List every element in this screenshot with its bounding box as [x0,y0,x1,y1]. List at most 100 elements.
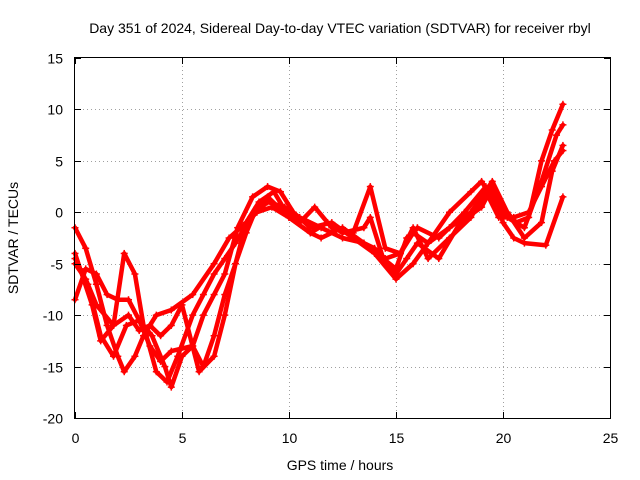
data-point-marker [520,234,528,242]
plot-frame [74,57,611,419]
x-tick-label: 25 [603,430,619,446]
data-point-marker [495,198,503,206]
data-point-marker [234,224,242,232]
data-point-marker [396,249,404,257]
series-line-sat-track-e [72,148,566,385]
data-point-marker [392,265,400,273]
data-point-marker [221,255,229,263]
chart-title: Day 351 of 2024, Sidereal Day-to-day VTE… [89,20,591,36]
data-point-marker [409,260,417,268]
y-tick-label: 15 [47,51,63,67]
axis-ticks: 0 5 10 15 20 25 15 10 5 0 -5 -10 -15 -20 [43,51,619,447]
data-point-marker [538,219,546,227]
data-point-marker [548,126,556,134]
data-point-marker [232,260,239,268]
data-point-marker [264,198,272,206]
data-point-marker [97,337,105,345]
data-point-marker [167,306,175,314]
data-point-marker [103,321,111,329]
data-point-marker [122,321,130,329]
data-point-marker [446,234,453,242]
data-point-marker [110,352,118,360]
data-point-marker [82,244,90,252]
data-point-marker [499,219,507,227]
data-point-marker [446,208,453,216]
data-point-marker [311,203,319,211]
data-point-marker [510,213,518,221]
x-tick-label: 15 [389,430,405,446]
data-point-marker [210,291,218,299]
y-tick-label: -20 [43,411,63,427]
data-point-marker [495,213,503,221]
data-point-marker [525,208,533,216]
data-point-marker [460,208,468,216]
data-point-marker [281,203,289,211]
data-point-marker [553,131,560,139]
data-point-marker [467,213,475,221]
data-point-marker [246,213,254,221]
data-point-marker [512,219,520,227]
data-point-marker [249,193,257,201]
y-tick-label: 5 [55,154,63,170]
data-point-marker [360,239,368,247]
x-tick-label: 10 [282,430,298,446]
data-point-marker [381,244,389,252]
data-point-marker [163,378,171,386]
data-point-marker [276,188,284,196]
data-point-marker [152,368,160,376]
data-point-marker [478,177,486,185]
data-point-marker [488,177,496,185]
data-point-marker [167,347,175,355]
data-point-marker [559,121,567,129]
data-point-marker [542,241,550,249]
data-point-marker [255,198,263,206]
data-point-marker [538,157,546,165]
data-point-marker [189,291,197,299]
y-tick-label: -5 [51,257,64,273]
data-point-marker [92,270,100,278]
data-point-marker [270,188,278,196]
data-point-marker [125,296,132,304]
data-point-marker [482,188,490,196]
data-point-marker [210,332,218,340]
data-point-marker [379,255,387,263]
data-point-marker [157,332,165,340]
data-point-marker [110,321,118,329]
data-point-marker [232,239,239,247]
y-tick-label: -15 [43,360,63,376]
data-point-marker [403,255,411,263]
data-point-marker [366,213,374,221]
data-point-marker [510,234,518,242]
data-point-marker [446,224,453,232]
x-tick-label: 5 [179,430,187,446]
data-point-marker [152,311,160,319]
data-point-marker [131,352,139,360]
y-tick-label: 0 [55,205,63,221]
data-point-marker [125,311,132,319]
data-point-marker [120,249,128,257]
data-point-marker [139,321,147,329]
data-point-marker [221,311,229,319]
data-point-marker [550,157,558,165]
data-point-marker [467,188,475,196]
y-tick-label: -10 [43,308,63,324]
data-point-marker [167,321,175,329]
data-point-marker [317,234,325,242]
data-point-marker [392,275,400,283]
data-point-marker [520,224,528,232]
data-point-marker [135,327,143,335]
data-point-marker [120,368,128,376]
data-point-marker [559,100,567,108]
y-tick-label: 10 [47,102,63,118]
data-point-marker [146,321,154,329]
data-point-marker [285,213,293,221]
data-point-marker [328,224,336,232]
data-point-marker [210,352,218,360]
y-axis-label: SDTVAR / TECUs [5,182,21,294]
data-point-marker [199,291,207,299]
data-point-marker [366,183,374,191]
data-point-marker [409,224,417,232]
data-point-marker [221,270,229,278]
data-point-marker [210,260,218,268]
data-point-marker [195,368,203,376]
